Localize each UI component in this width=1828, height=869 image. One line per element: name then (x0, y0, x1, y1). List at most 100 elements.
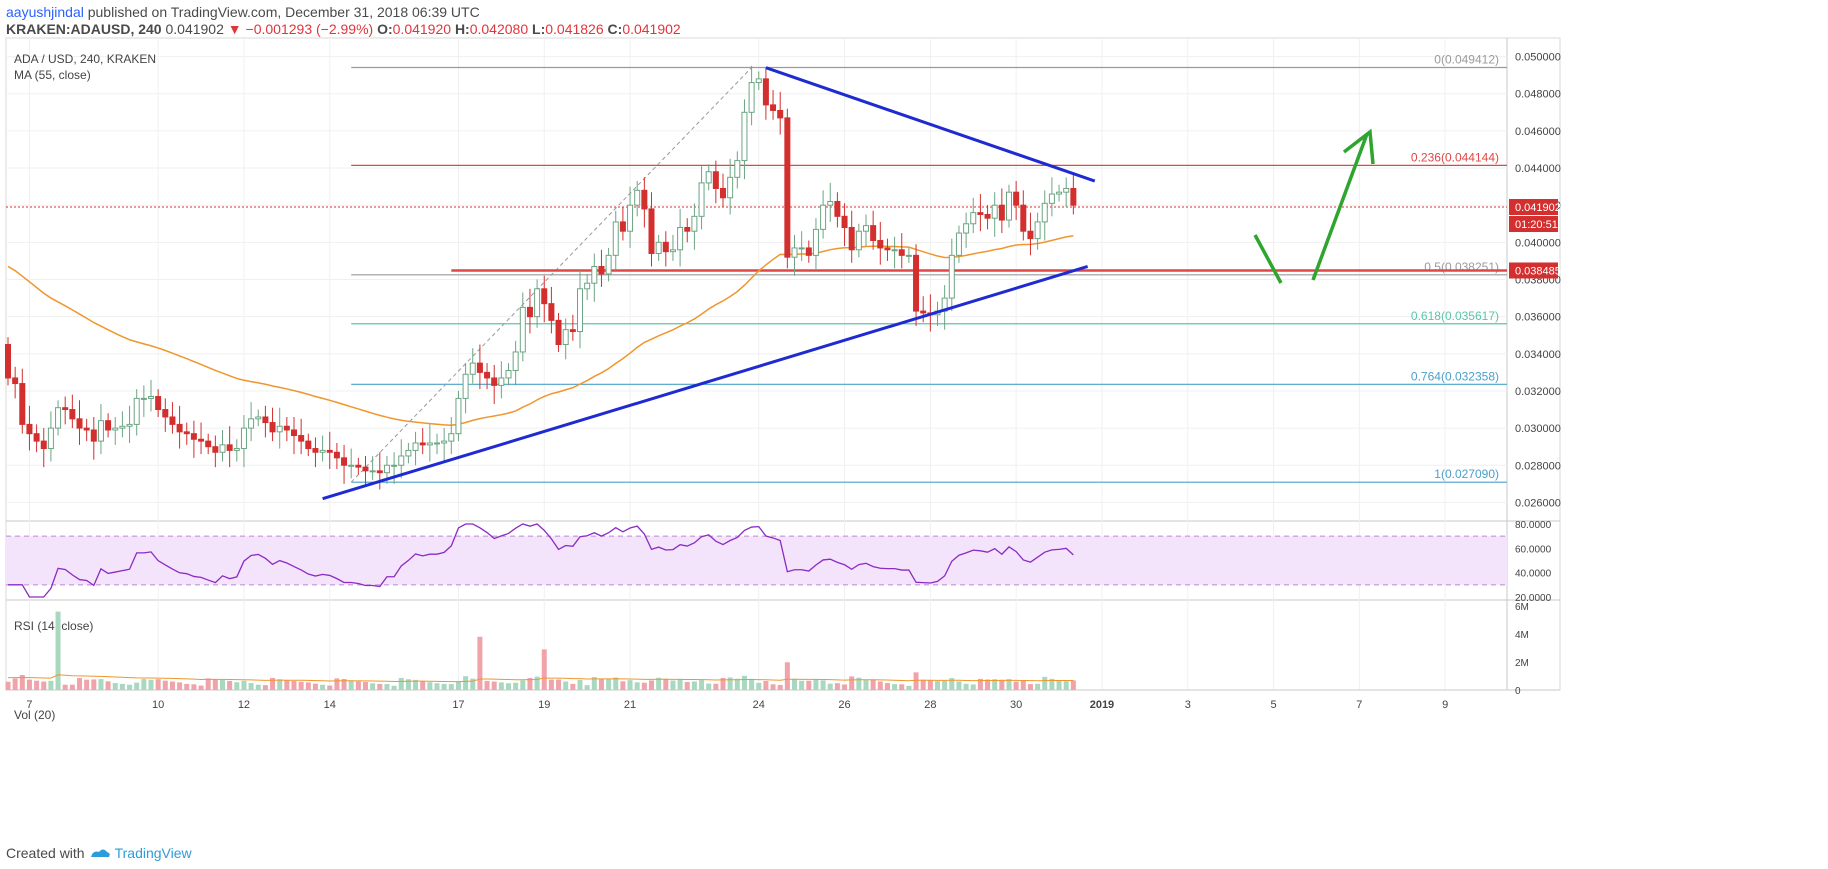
volume-bar (591, 677, 597, 690)
volume-bar (663, 678, 669, 690)
volume-bar (327, 685, 333, 690)
candle-body (863, 225, 869, 232)
candle-body (641, 189, 648, 210)
volume-bar (169, 681, 175, 690)
volume-bar (1006, 679, 1012, 690)
author-link[interactable]: aayushjindal (6, 4, 84, 20)
candle-body (76, 418, 83, 429)
volume-bar (506, 683, 511, 690)
candle-body (355, 464, 362, 468)
y-tick-label: 0.040000 (1515, 237, 1561, 249)
tradingview-link[interactable]: TradingView (114, 845, 192, 861)
volume-bar (191, 684, 197, 690)
volume-bar (119, 683, 125, 690)
volume-bar (727, 677, 733, 690)
candle-body (855, 230, 862, 251)
candles-group (5, 65, 1077, 490)
candle-body (998, 204, 1005, 221)
chart-canvas[interactable]: 7 10 12 14 17 19 21 24 26 28 30 2019 3 5 7 9 0.050000 0.0… (0, 0, 1828, 840)
volume-bar (577, 679, 583, 690)
candle-body (627, 204, 634, 232)
candle-body (126, 423, 133, 427)
candle-body (1063, 187, 1070, 193)
candle-body (333, 451, 340, 459)
volume-bar (699, 680, 705, 690)
candle-body (219, 444, 226, 453)
candle-body (255, 416, 262, 420)
volume-bar (12, 678, 18, 690)
moving-average-line (7, 234, 1074, 426)
candle-body (955, 232, 962, 256)
volume-bar (455, 681, 461, 690)
ascending-trendline (322, 265, 1089, 501)
rsi-line (8, 523, 1074, 598)
volume-bar (5, 681, 11, 690)
volume-bar (1013, 681, 1019, 690)
x-tick-label: 28 (924, 699, 936, 711)
candle-body (505, 370, 512, 379)
volume-bar (806, 680, 812, 690)
candle-body (434, 442, 440, 445)
candle-body (834, 200, 841, 217)
fib-level-label: 0.618(0.035617) (1411, 309, 1499, 323)
candle-body (605, 254, 612, 275)
candle-body (119, 425, 126, 429)
candle-body (805, 247, 812, 256)
volume-bar (177, 682, 183, 690)
candle-body (305, 440, 312, 450)
volume-bar (792, 678, 797, 690)
fib-level-label: 1(0.027090) (1434, 467, 1499, 481)
volume-bar (691, 681, 697, 690)
volume-bar (1035, 683, 1041, 690)
volume-bar (634, 682, 640, 690)
fib-connector-line (350, 67, 752, 483)
volume-bar (98, 679, 104, 690)
volume-bar (384, 684, 390, 690)
candle-body (491, 377, 498, 386)
candle-body (269, 422, 276, 433)
volume-bar (749, 678, 755, 690)
candle-body (705, 171, 712, 184)
candle-body (534, 288, 541, 318)
price-change: −0.001293 (−2.99%) (245, 21, 374, 37)
volume-bar (305, 682, 311, 690)
volume-tick-label: 0 (1515, 686, 1521, 697)
volume-bar (1020, 680, 1026, 690)
publish-line: aayushjindal published on TradingView.co… (6, 4, 480, 20)
volume-bar (270, 677, 276, 690)
y-tick-label: 0.030000 (1515, 423, 1561, 435)
support-price-tag: 0.038485 (1515, 265, 1561, 277)
volume-bar (312, 683, 318, 690)
candle-body (383, 464, 390, 474)
publish-text: published on TradingView.com, December 3… (87, 4, 480, 20)
candle-body (870, 225, 877, 241)
volume-bar (813, 679, 819, 690)
candle-body (798, 247, 805, 250)
candle-body (62, 407, 69, 411)
down-arrow-icon: ▼ (227, 21, 242, 37)
volume-bar (420, 681, 426, 690)
candle-body (398, 455, 405, 466)
volume-bar (1042, 676, 1048, 690)
close-value: 0.041902 (622, 21, 681, 37)
volume-bar (548, 679, 554, 690)
volume-bar (248, 683, 254, 690)
candle-body (5, 344, 11, 379)
candle-body (762, 78, 769, 106)
tradingview-logo-icon (90, 849, 110, 857)
volume-tick-label: 2M (1515, 658, 1529, 669)
candle-body (391, 464, 398, 467)
x-tick-label: 24 (753, 699, 765, 711)
plot-frame (5, 37, 1561, 691)
candle-body (512, 351, 519, 372)
volume-bar (906, 685, 912, 690)
volume-bar (234, 682, 240, 690)
volume-bar (963, 683, 969, 690)
volume-bar (284, 680, 290, 690)
candle-body (1013, 191, 1020, 206)
x-tick-label: 14 (324, 699, 336, 711)
candle-body (1056, 191, 1063, 195)
volume-bar (720, 677, 726, 690)
candle-body (1027, 230, 1034, 240)
volume-bar (1070, 680, 1076, 690)
